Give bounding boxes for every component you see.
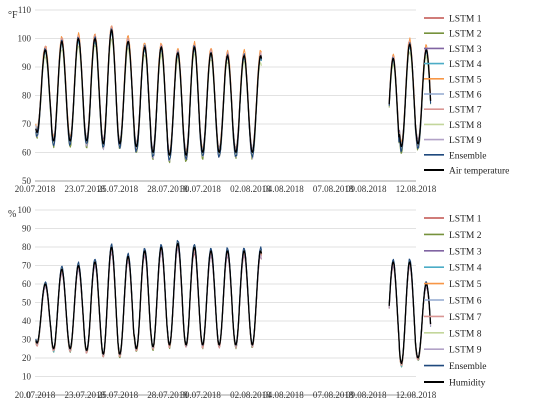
x-tick-label: 04.08.2018 [263,390,304,400]
y-tick-label: 10 [22,372,32,382]
legend-label: Ensemble [449,151,486,161]
y-tick-label: 80 [22,91,32,101]
y-tick-label: 100 [18,34,32,44]
legend-label: LSTM 2 [449,30,482,40]
legend-label: LSTM 9 [449,136,482,146]
temperature-chart: 50 60 70 80 90 100 110°F 20.07.2018 23.07.201825… [8,5,509,194]
legend-label: LSTM 6 [449,297,482,307]
legend-label: Humidity [449,379,486,389]
y-tick-label: 100 [18,205,32,215]
y-tick-label: 30 [22,335,32,345]
y-tick-label: 50 [22,298,32,308]
y-tick-label: 110 [18,5,32,15]
x-tick-label: 07.08.2018 [313,390,354,400]
x-tick-label: 28.07.2018 [147,184,188,194]
x-tick-label: 09.08.2018 [346,390,387,400]
y-axis-unit: % [8,209,16,220]
x-tick-label: 20.07.2018 [15,184,56,194]
legend-label: LSTM 4 [449,60,482,70]
legend-label: Air temperature [449,167,509,177]
x-tick-label: 12.08.2018 [396,390,437,400]
legend-label: LSTM 8 [449,121,482,131]
y-tick-label: 80 [22,242,32,252]
legend-label: Ensemble [449,362,486,372]
y-tick-label: 70 [22,119,32,129]
x-tick-label: 25.07.2018 [98,390,139,400]
legend-label: LSTM 3 [449,45,482,55]
series-line-humidity [388,261,432,365]
series-line-air-temperature [35,29,263,156]
y-tick-label: 90 [22,62,32,72]
x-tick-label: 12.08.2018 [396,184,437,194]
x-tick-label: 20.07.2018 [15,390,56,400]
x-tick-label: 09.08.2018 [346,184,387,194]
legend-label: LSTM 8 [449,329,482,339]
x-tick-label: 02.08.2018 [230,184,271,194]
legend-label: LSTM 5 [449,75,482,85]
series-line-air-temperature [388,43,432,148]
x-tick-label: 25.07.2018 [98,184,139,194]
y-tick-label: 90 [22,224,32,234]
y-tick-label: 40 [22,316,32,326]
y-tick-label: 50 [22,176,32,186]
x-tick-label: 02.08.2018 [230,390,271,400]
legend-label: LSTM 7 [449,313,482,323]
x-tick-label: 28.07.2018 [147,390,188,400]
legend-label: LSTM 1 [449,15,482,25]
humidity-chart: 0 10 20 30 40 50 60 70 80 90 100% 20.07.2018 23.07.2… [8,205,486,400]
x-tick-label: 30.07.2018 [180,184,221,194]
legend-label: LSTM 5 [449,280,482,290]
x-tick-label: 04.08.2018 [263,184,304,194]
y-axis-unit: °F [8,10,18,21]
x-tick-label: 07.08.2018 [313,184,354,194]
legend-label: LSTM 3 [449,247,482,257]
y-tick-label: 60 [22,279,32,289]
series-line-humidity [35,242,263,355]
legend-label: LSTM 6 [449,91,482,101]
x-tick-label: 30.07.2018 [180,390,221,400]
legend-label: LSTM 2 [449,231,482,241]
y-tick-label: 20 [22,353,32,363]
y-tick-label: 60 [22,148,32,158]
legend-label: LSTM 9 [449,346,482,356]
x-tick-label: 23.07.2018 [64,390,105,400]
legend-label: LSTM 4 [449,264,482,274]
legend-label: LSTM 1 [449,215,482,225]
legend-label: LSTM 7 [449,106,482,116]
y-tick-label: 0 [27,390,32,400]
y-tick-label: 70 [22,261,32,271]
x-tick-label: 23.07.2018 [64,184,105,194]
